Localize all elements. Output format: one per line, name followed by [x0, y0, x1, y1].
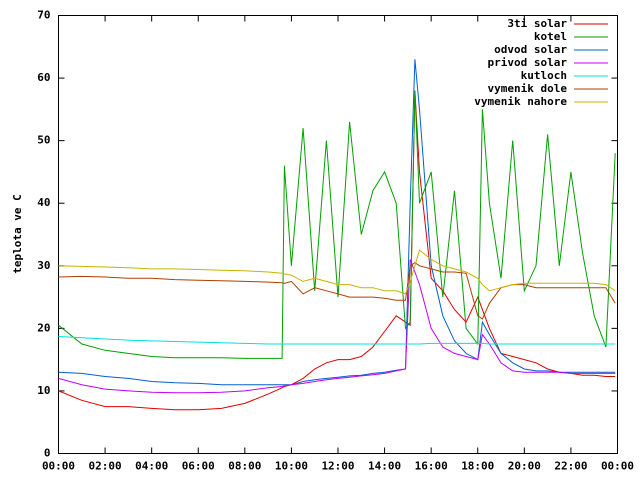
y-tick-label: 60	[37, 71, 50, 84]
x-tick-label: 04:00	[135, 460, 168, 473]
series-line	[58, 249, 616, 295]
x-tick-label: 20:00	[508, 460, 541, 473]
x-tick-label: 14:00	[368, 460, 401, 473]
legend-label: kotel	[534, 30, 567, 43]
series-line	[58, 90, 616, 359]
series-line	[58, 262, 616, 320]
y-tick-label: 30	[37, 259, 50, 272]
x-tick-label: 22:00	[554, 460, 587, 473]
series-line	[58, 90, 616, 411]
x-tick-label: 06:00	[182, 460, 215, 473]
y-tick-label: 50	[37, 134, 50, 147]
x-tick-label: 16:00	[415, 460, 448, 473]
x-tick-label: 12:00	[321, 460, 354, 473]
series-line	[58, 336, 616, 345]
legend-label: odvod solar	[494, 43, 567, 56]
x-tick-label: 00:00	[601, 460, 634, 473]
x-tick-label: 10:00	[275, 460, 308, 473]
x-tick-label: 00:00	[42, 460, 75, 473]
legend-label: privod solar	[488, 56, 568, 69]
series-line	[58, 259, 616, 394]
y-tick-label: 0	[44, 447, 51, 460]
y-tick-label: 70	[37, 9, 50, 22]
x-tick-label: 18:00	[461, 460, 494, 473]
legend-label: vymenik dole	[488, 82, 568, 95]
legend-label: 3ti solar	[507, 17, 567, 30]
y-tick-label: 10	[37, 384, 50, 397]
legend-label: vymenik nahore	[474, 95, 567, 108]
legend-label: kutloch	[521, 69, 567, 82]
y-tick-label: 20	[37, 321, 50, 334]
x-tick-label: 08:00	[228, 460, 261, 473]
y-tick-label: 40	[37, 196, 50, 209]
y-axis-label: teplota ve C	[11, 194, 24, 273]
x-tick-label: 02:00	[89, 460, 122, 473]
